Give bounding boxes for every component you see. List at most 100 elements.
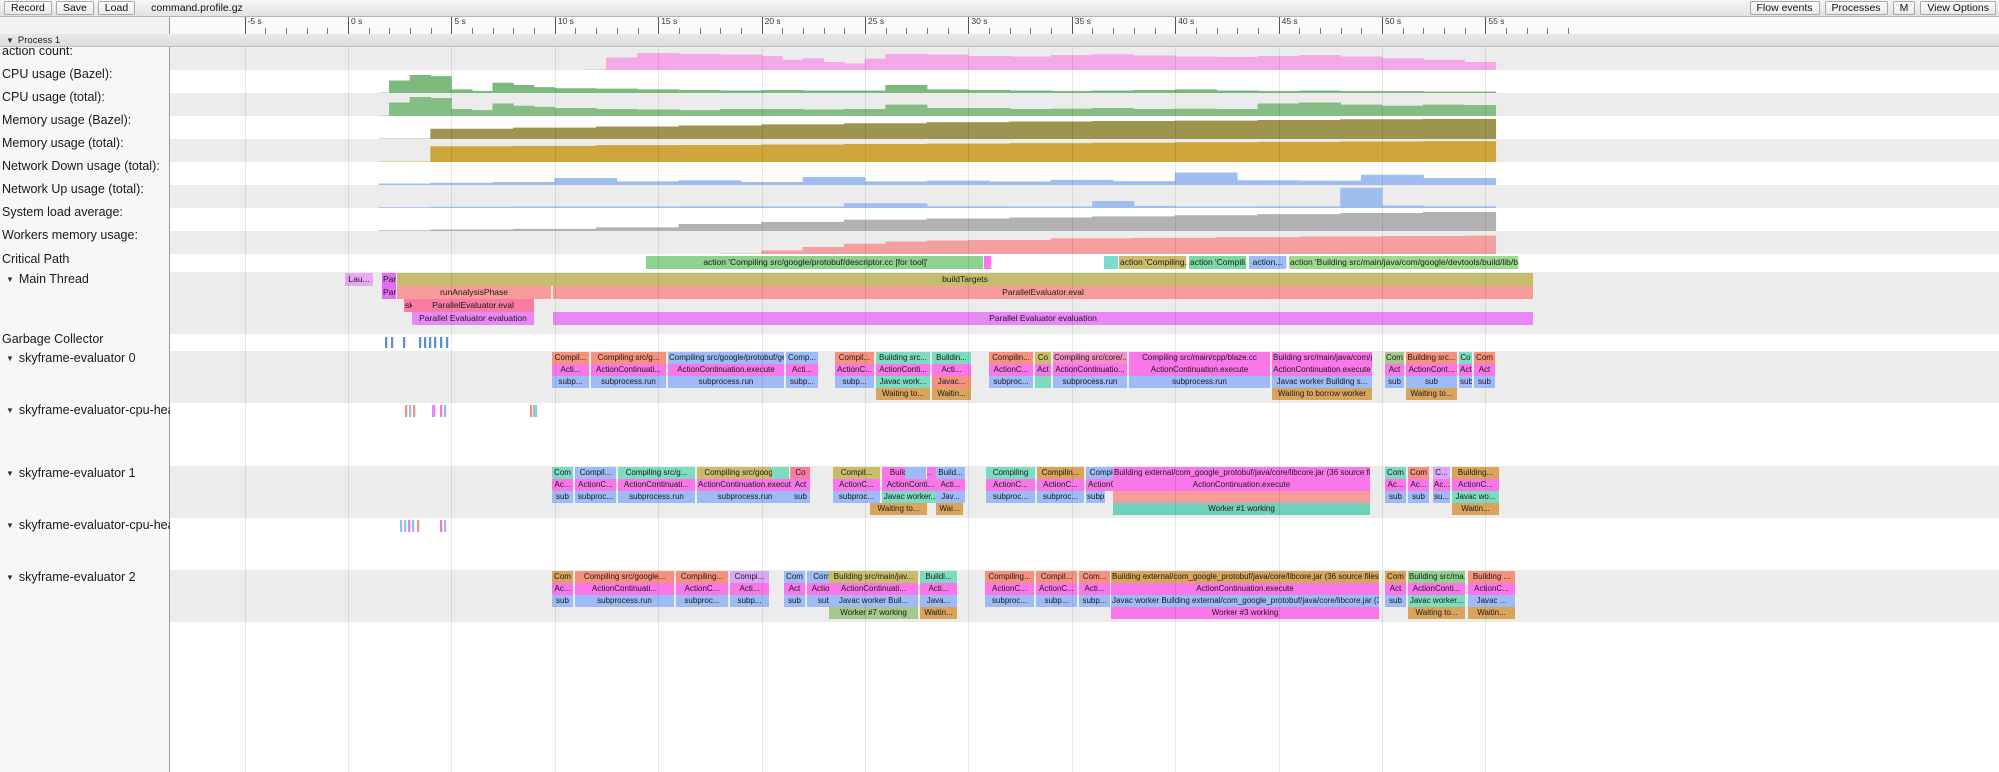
track-label-network-down-usage-total[interactable]: Network Down usage (total): (0, 159, 170, 182)
trace-slice[interactable]: Com (1385, 571, 1407, 583)
trace-slice[interactable]: sub (1385, 491, 1407, 503)
trace-slice[interactable]: ActionC... (1037, 479, 1085, 491)
trace-slice[interactable]: sub (552, 595, 574, 607)
trace-slice[interactable]: ActionConti... (876, 364, 931, 376)
trace-slice[interactable]: Acti... (920, 583, 958, 595)
trace-slice[interactable]: Com (1385, 352, 1405, 364)
trace-slice[interactable]: Compi... (730, 571, 770, 583)
flow-events-button[interactable]: Flow events (1749, 1, 1820, 15)
gc-event-mark[interactable] (385, 337, 388, 348)
trace-slice[interactable]: Javac worker... (1408, 595, 1466, 607)
trace-slice[interactable]: ActionContinuati... (591, 364, 667, 376)
trace-slice[interactable]: subproc... (986, 491, 1036, 503)
track-label-skyframe-evaluator-1[interactable]: ▼ skyframe-evaluator 1 (0, 466, 170, 518)
track-band[interactable] (170, 70, 1999, 93)
trace-slice[interactable]: Worker #3 working (1111, 607, 1380, 619)
trace-slice[interactable]: Ac... (1433, 479, 1451, 491)
trace-slice[interactable]: Building src/ma... (1408, 571, 1466, 583)
cpu-heavy-slice[interactable] (440, 520, 443, 532)
trace-slice[interactable]: sub (1385, 376, 1405, 388)
trace-slice[interactable]: subp... (1079, 595, 1111, 607)
trace-slice[interactable]: Compilin... (989, 352, 1034, 364)
trace-slice[interactable]: Java... (920, 595, 958, 607)
trace-slice[interactable]: sub (791, 491, 811, 503)
gc-event-mark[interactable] (391, 337, 394, 348)
trace-slice[interactable] (1035, 376, 1052, 388)
trace-slice[interactable]: ActionContinuati... (575, 583, 675, 595)
trace-slice[interactable]: subp... (835, 376, 875, 388)
cpu-heavy-slice[interactable] (412, 520, 415, 532)
gc-event-mark[interactable] (403, 337, 406, 348)
gc-event-mark[interactable] (424, 337, 427, 348)
trace-slice[interactable]: action... (1249, 256, 1287, 269)
trace-slice[interactable]: Waitin... (932, 388, 972, 400)
trace-slice[interactable]: ActionContinuation.execute (668, 364, 785, 376)
trace-slice[interactable]: subproc... (1037, 491, 1085, 503)
trace-slice[interactable]: Compiling src/google/protobuf/generat... (668, 352, 785, 364)
trace-slice[interactable]: Javac worker Building external/com_googl… (1111, 595, 1380, 607)
trace-slice[interactable]: Waitin... (1468, 607, 1516, 619)
trace-slice[interactable]: subprocess.run (575, 595, 675, 607)
cpu-heavy-slice[interactable] (535, 405, 538, 417)
track-label-critical-path[interactable]: Critical Path (0, 252, 170, 270)
trace-slice[interactable]: Building src/main/jav... (829, 571, 919, 583)
trace-slice[interactable]: Co (1035, 352, 1052, 364)
trace-slice[interactable]: Act (1385, 583, 1407, 595)
trace-slice[interactable]: Compil... (575, 467, 617, 479)
cpu-heavy-slice[interactable] (404, 520, 407, 532)
trace-slice[interactable]: Building ... (1468, 571, 1516, 583)
trace-slice[interactable]: buildTargets (397, 273, 1534, 286)
tracks-column[interactable]: action 'Compiling src/google/protobuf/de… (170, 47, 1999, 772)
trace-slice[interactable]: Compiling src/g... (618, 467, 696, 479)
trace-slice[interactable]: Building src... (1406, 352, 1458, 364)
trace-slice[interactable]: C... (1433, 467, 1451, 479)
trace-slice[interactable]: ActionContinuatio... (1053, 364, 1128, 376)
trace-slice[interactable]: Comp... (786, 352, 819, 364)
trace-slice[interactable]: Compil... (552, 352, 590, 364)
trace-slice[interactable]: Waitin... (1452, 503, 1500, 515)
trace-slice[interactable]: sub (1474, 376, 1496, 388)
chevron-down-icon[interactable]: ▼ (6, 521, 14, 530)
trace-slice[interactable]: Compil... (833, 467, 881, 479)
track-band[interactable] (170, 334, 1999, 351)
trace-slice[interactable]: Build... (936, 467, 966, 479)
cpu-heavy-slice[interactable] (409, 405, 412, 417)
trace-slice[interactable]: ParallelEvaluator.eval (412, 299, 535, 312)
trace-slice[interactable]: sub (784, 595, 806, 607)
trace-slice[interactable]: Act (1035, 364, 1052, 376)
trace-slice[interactable]: Jav... (936, 491, 966, 503)
trace-slice[interactable]: Buildin... (932, 352, 972, 364)
trace-slice[interactable]: subprocess.run (668, 376, 785, 388)
trace-slice[interactable]: Building external/com_google_protobuf/ja… (1113, 467, 1371, 479)
trace-slice[interactable]: Waiting to... (1408, 607, 1466, 619)
track-label-skyframe-evaluator-cpu-heavy[interactable]: ▼ skyframe-evaluator-cpu-heavy- (0, 518, 170, 570)
metrics-button[interactable]: M (1892, 1, 1916, 15)
track-band[interactable] (170, 93, 1999, 116)
track-label-main-thread[interactable]: ▼ Main Thread (0, 272, 170, 334)
trace-slice[interactable]: Com (1385, 467, 1407, 479)
trace-slice[interactable]: Act (1474, 364, 1496, 376)
trace-slice[interactable]: runAnalysisPhase (397, 286, 552, 299)
track-label-memory-usage-bazel[interactable]: Memory usage (Bazel): (0, 113, 170, 136)
trace-slice[interactable] (984, 256, 992, 269)
trace-slice[interactable]: action 'Compiling... (1119, 256, 1187, 269)
trace-slice[interactable]: Compil... (1036, 571, 1078, 583)
track-band[interactable]: Lau... Par buildTargets Par runAnalysisPhase… (170, 272, 1999, 334)
track-labels-column[interactable]: action count: CPU usage (Bazel): CPU usage… (0, 47, 170, 772)
track-band[interactable] (170, 139, 1999, 162)
trace-slice[interactable]: ActionContinuation.execute (1129, 364, 1271, 376)
trace-slice[interactable]: subproc... (833, 491, 881, 503)
track-label-workers-memory-usage[interactable]: Workers memory usage: (0, 228, 170, 251)
processes-button[interactable]: Processes (1824, 1, 1888, 15)
cpu-heavy-slice[interactable] (400, 520, 403, 532)
trace-slice[interactable]: Compiling (986, 467, 1036, 479)
trace-slice[interactable]: Parallel Evaluator evaluation (412, 312, 535, 325)
trace-slice[interactable]: Ac... (1385, 479, 1407, 491)
trace-slice[interactable]: ParallelEvaluator.eval (553, 286, 1534, 299)
gc-event-mark[interactable] (419, 337, 422, 348)
chevron-down-icon[interactable]: ▼ (6, 406, 14, 415)
ruler-ticks[interactable]: -5 s 0 s 5 s 10 s 15 s 20 s 25 s 30 s 35 s 40 s 45… (170, 17, 1999, 34)
trace-slice[interactable]: Com (552, 571, 574, 583)
timeline-ruler[interactable]: -5 s 0 s 5 s 10 s 15 s 20 s 25 s 30 s 35 s 40 s 45… (0, 17, 1999, 34)
track-band[interactable] (170, 403, 1999, 466)
